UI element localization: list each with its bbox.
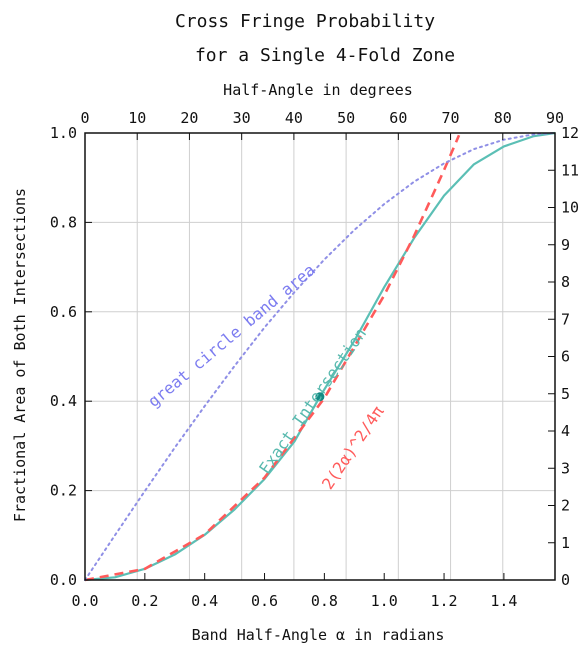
right-tick-label: 0: [561, 571, 570, 589]
x-tick-label: 1.2: [431, 592, 458, 610]
x-tick-label: 1.4: [490, 592, 517, 610]
approximation-annotation: 2(2α)^2/4π: [318, 402, 388, 493]
top-tick-label: 0: [80, 109, 89, 127]
right-tick-label: 10: [561, 199, 579, 217]
right-tick-label: 2: [561, 497, 570, 515]
plot-area: 0.0 0.2 0.4 0.6 0.8 1.0 1.2 1.4 0.0 0.2 0.4 0.6 0.8 1…: [50, 109, 579, 610]
top-tick-label: 10: [128, 109, 146, 127]
right-tick-label: 7: [561, 310, 570, 328]
top-tick-label: 80: [494, 109, 512, 127]
great-circle-annotation: great circle band area: [144, 260, 319, 411]
right-tick-label: 12: [561, 124, 579, 142]
y-tick-label: 0.0: [50, 571, 77, 589]
top-tick-label: 30: [233, 109, 251, 127]
chart-title: Cross Fringe Probability for a Single 4-…: [175, 11, 455, 66]
exact-intersection-marker: [315, 392, 325, 402]
right-tick-label: 6: [561, 348, 570, 366]
x-tick-label: 0.6: [251, 592, 278, 610]
x-tick-label: 0.4: [191, 592, 218, 610]
approximation-curve: [84, 134, 461, 582]
right-tick-label: 9: [561, 236, 570, 254]
exact-intersection-curve: [84, 131, 556, 582]
plot-frame: [84, 132, 556, 581]
y-tick-label: 0.4: [50, 392, 77, 410]
right-tick-label: 8: [561, 273, 570, 291]
right-tick-label: 1: [561, 534, 570, 552]
right-tick-label: 4: [561, 422, 570, 440]
chart-title-line-2: for a Single 4-Fold Zone: [195, 45, 455, 66]
right-tick-label: 11: [561, 161, 579, 179]
x-axis-label: Band Half-Angle α in radians: [192, 626, 445, 644]
y-tick-label: 1.0: [50, 124, 77, 142]
top-tick-label: 40: [285, 109, 303, 127]
top-tick-label: 90: [546, 109, 564, 127]
chart-title-line-1: Cross Fringe Probability: [175, 11, 435, 32]
right-tick-label: 3: [561, 459, 570, 477]
top-tick-label: 70: [442, 109, 460, 127]
top-tick-label: 20: [180, 109, 198, 127]
y-axis-label: Fractional Area of Both Intersections: [11, 188, 29, 522]
y-tick-label: 0.8: [50, 213, 77, 231]
x-tick-label: 0.2: [131, 592, 158, 610]
y-tick-label: 0.2: [50, 482, 77, 500]
great-circle-curve: [84, 132, 556, 581]
right-tick-label: 5: [561, 385, 570, 403]
top-axis-label: Half-Angle in degrees: [223, 81, 413, 99]
x-tick-label: 0.8: [311, 592, 338, 610]
x-tick-label: 0.0: [71, 592, 98, 610]
top-tick-label: 50: [337, 109, 355, 127]
y-tick-label: 0.6: [50, 303, 77, 321]
top-tick-label: 60: [389, 109, 407, 127]
x-tick-label: 1.0: [371, 592, 398, 610]
